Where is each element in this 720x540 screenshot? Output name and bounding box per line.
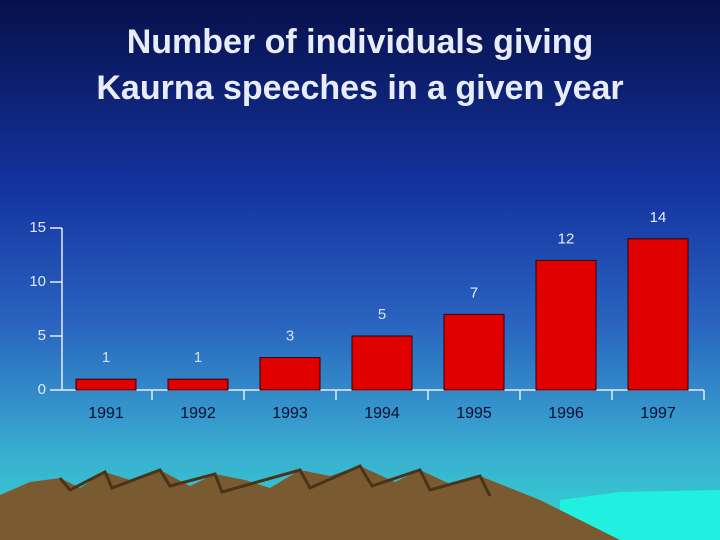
value-label: 3: [286, 328, 294, 345]
bar: [351, 335, 413, 391]
y-tick-label: 15: [29, 219, 46, 236]
y-tick-label: 5: [38, 327, 46, 344]
y-tick-label: 0: [38, 381, 46, 398]
bar: [259, 357, 321, 391]
bar: [443, 313, 505, 391]
value-label: 1: [102, 349, 110, 366]
value-label: 14: [650, 209, 667, 226]
mountain-ridges: [58, 464, 492, 497]
value-label: 5: [378, 306, 386, 323]
x-tick-label: 1995: [456, 405, 492, 422]
bar: [75, 378, 137, 391]
value-label: 1: [194, 349, 202, 366]
x-tick-label: 1991: [88, 405, 124, 422]
chart-title: Kaurna speeches in a given year: [96, 69, 623, 107]
x-tick-label: 1997: [640, 405, 676, 422]
bar: [627, 238, 689, 391]
x-tick-label: 1993: [272, 405, 308, 422]
chart-title: Number of individuals giving: [127, 23, 594, 61]
bar: [167, 378, 229, 391]
x-tick-label: 1994: [364, 405, 400, 422]
mountains: [0, 466, 620, 540]
value-label: 12: [558, 230, 575, 247]
value-label: 7: [470, 284, 478, 301]
bar: [535, 259, 597, 391]
x-tick-label: 1996: [548, 405, 584, 422]
y-tick-label: 10: [29, 273, 46, 290]
sea: [560, 490, 720, 540]
x-tick-label: 1992: [180, 405, 216, 422]
